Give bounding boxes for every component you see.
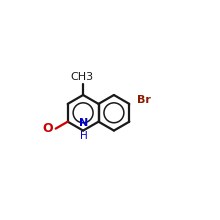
Text: N: N [79, 118, 88, 128]
Text: CH3: CH3 [71, 72, 94, 82]
Text: H: H [80, 131, 88, 141]
Text: O: O [43, 122, 53, 135]
Text: Br: Br [137, 95, 151, 105]
